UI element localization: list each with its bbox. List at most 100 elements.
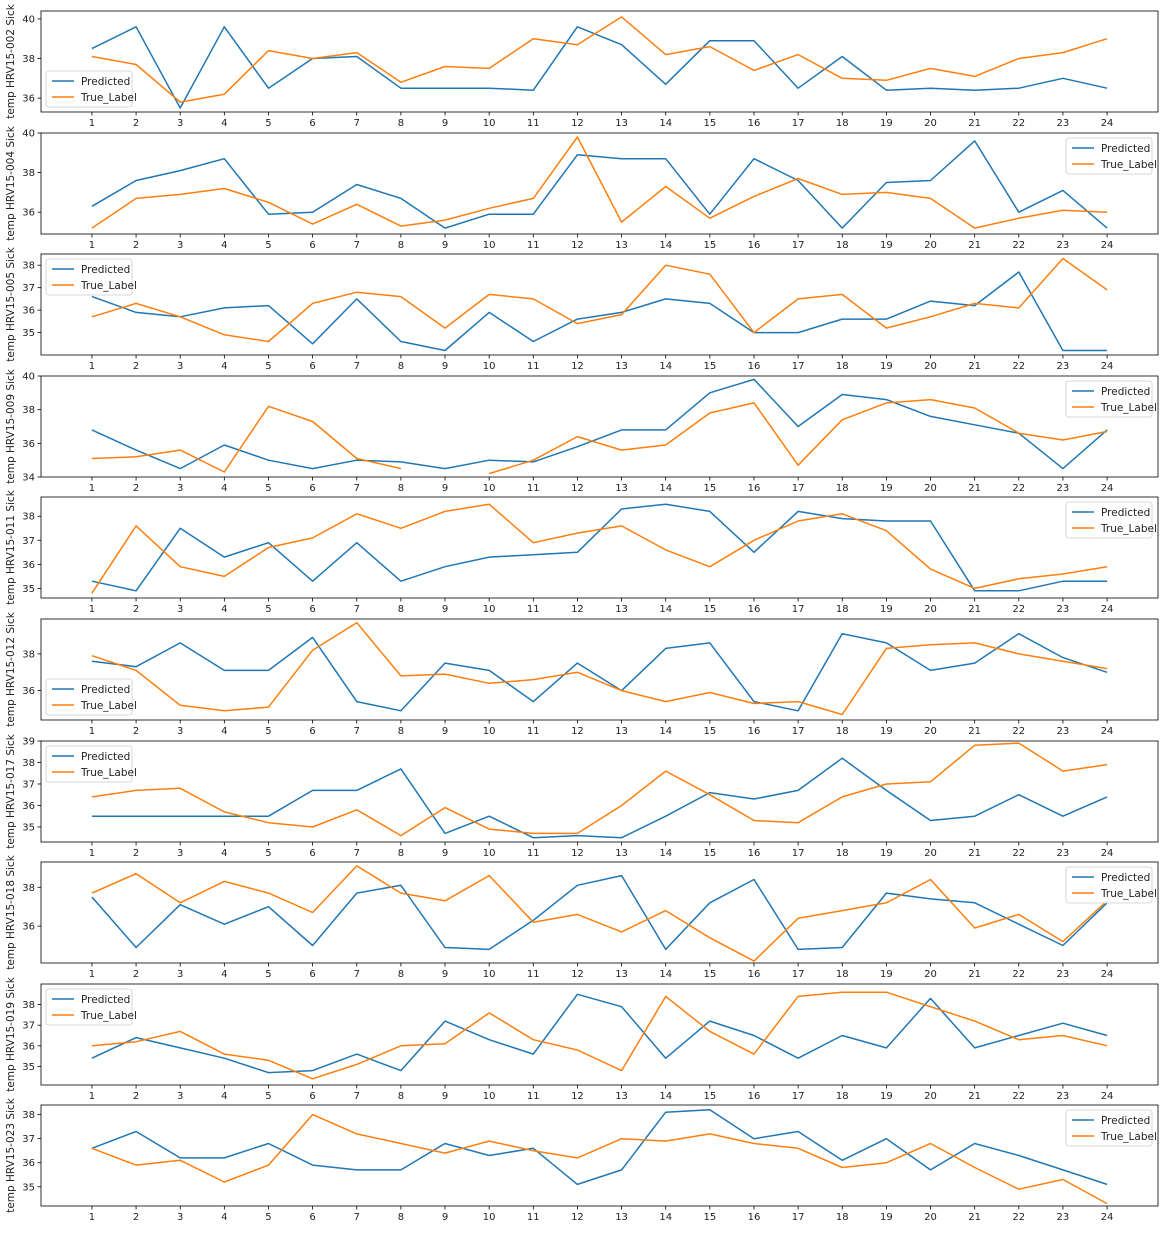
series-line-predicted	[91, 874, 1108, 951]
x-tick-label: 9	[442, 969, 448, 980]
x-tick-label: 22	[1012, 726, 1025, 737]
x-tick-label: 21	[968, 240, 981, 251]
x-tick-label: 24	[1101, 726, 1114, 737]
x-tick-label: 13	[615, 1091, 628, 1102]
x-tick-label: 15	[703, 118, 716, 129]
x-tick-label: 11	[527, 483, 540, 494]
x-tick-label: 8	[398, 969, 404, 980]
x-tick-label: 2	[133, 726, 139, 737]
x-tick-label: 1	[89, 726, 95, 737]
x-tick-label: 2	[133, 969, 139, 980]
x-tick-label: 4	[221, 483, 227, 494]
y-tick-label: 36	[22, 1158, 35, 1169]
x-tick-label: 15	[703, 361, 716, 372]
x-tick-label: 15	[703, 604, 716, 615]
y-tick-label: 35	[22, 1182, 35, 1193]
x-tick-label: 5	[265, 604, 271, 615]
x-tick-label: 4	[221, 969, 227, 980]
y-tick-label: 37	[22, 1134, 35, 1145]
legend-label: True_Label	[80, 767, 137, 779]
legend-label: True_Label	[1100, 523, 1157, 535]
x-tick-label: 17	[792, 1091, 805, 1102]
legend-label: Predicted	[81, 751, 130, 763]
x-tick-label: 17	[792, 240, 805, 251]
x-tick-label: 2	[133, 118, 139, 129]
x-tick-label: 10	[483, 969, 496, 980]
chart-panel-5: 1 2 3 4 5 6 7 8 9 10 11 12 13 14 15 16 17 18 19 20 21 22 23 243…	[5, 489, 1159, 615]
x-tick-label: 3	[177, 361, 183, 372]
x-tick-label: 2	[133, 483, 139, 494]
x-tick-label: 12	[571, 604, 584, 615]
x-tick-label: 23	[1057, 240, 1070, 251]
legend-label: True_Label	[1100, 402, 1157, 414]
axes-frame	[40, 375, 1159, 478]
x-tick-label: 5	[265, 848, 271, 859]
x-tick-label: 8	[398, 1091, 404, 1102]
x-tick-label: 1	[89, 969, 95, 980]
x-tick-label: 23	[1057, 969, 1070, 980]
legend-box	[45, 745, 133, 783]
x-tick-label: 14	[659, 604, 672, 615]
x-tick-label: 19	[880, 118, 893, 129]
legend-box	[45, 70, 133, 108]
legend: Predicted True_Label	[45, 70, 137, 108]
x-tick-label: 5	[265, 483, 271, 494]
x-tick-label: 14	[659, 1212, 672, 1223]
x-tick-label: 8	[398, 726, 404, 737]
x-tick-label: 4	[221, 118, 227, 129]
series-line-true-label	[91, 398, 1108, 475]
y-tick-label: 40	[22, 372, 35, 383]
x-tick-label: 15	[703, 726, 716, 737]
y-tick-label: 36	[22, 439, 35, 450]
x-tick-label: 4	[221, 1091, 227, 1102]
x-tick-label: 22	[1012, 1212, 1025, 1223]
x-tick-label: 24	[1101, 1212, 1114, 1223]
x-tick-label: 16	[748, 361, 761, 372]
y-tick-label: 38	[22, 649, 35, 660]
x-tick-label: 21	[968, 726, 981, 737]
x-tick-label: 13	[615, 969, 628, 980]
y-tick-label: 35	[22, 584, 35, 595]
x-tick-label: 6	[309, 118, 315, 129]
y-tick-label: 35	[22, 822, 35, 833]
x-tick-label: 13	[615, 361, 628, 372]
y-axis-label: temp HRV15-009 Sick	[5, 368, 17, 483]
legend: Predicted True_Label	[45, 745, 137, 783]
chart-panel-4: 1 2 3 4 5 6 7 8 9 10 11 12 13 14 15 16 17 18 19 20 21 22 23 243…	[5, 368, 1159, 494]
legend-label: True_Label	[80, 700, 137, 712]
y-tick-label: 38	[22, 261, 35, 272]
x-tick-label: 21	[968, 848, 981, 859]
x-tick-label: 6	[309, 604, 315, 615]
x-tick-label: 16	[748, 118, 761, 129]
x-tick-label: 10	[483, 361, 496, 372]
x-tick-label: 12	[571, 483, 584, 494]
x-tick-label: 18	[836, 604, 849, 615]
chart-panel-7: 1 2 3 4 5 6 7 8 9 10 11 12 13 14 15 16 17 18 19 20 21 22 23 243…	[5, 733, 1159, 859]
x-tick-label: 15	[703, 240, 716, 251]
x-tick-label: 10	[483, 240, 496, 251]
x-tick-label: 16	[748, 726, 761, 737]
x-tick-label: 15	[703, 969, 716, 980]
x-tick-label: 12	[571, 361, 584, 372]
y-tick-label: 35	[22, 328, 35, 339]
x-tick-label: 8	[398, 240, 404, 251]
y-tick-label: 35	[22, 1062, 35, 1073]
x-tick-label: 13	[615, 848, 628, 859]
x-tick-label: 22	[1012, 848, 1025, 859]
x-tick-label: 22	[1012, 969, 1025, 980]
x-tick-label: 12	[571, 969, 584, 980]
x-tick-label: 12	[571, 848, 584, 859]
y-tick-label: 36	[22, 306, 35, 317]
x-tick-label: 10	[483, 604, 496, 615]
x-tick-label: 8	[398, 1212, 404, 1223]
x-tick-label: 22	[1012, 361, 1025, 372]
x-tick-label: 2	[133, 361, 139, 372]
x-tick-label: 19	[880, 969, 893, 980]
x-tick-label: 17	[792, 361, 805, 372]
y-tick-label: 38	[22, 1110, 35, 1121]
x-tick-label: 4	[221, 848, 227, 859]
series-line-true-label	[91, 865, 1108, 962]
x-tick-label: 14	[659, 240, 672, 251]
y-tick-label: 40	[22, 14, 35, 25]
x-tick-label: 3	[177, 1091, 183, 1102]
